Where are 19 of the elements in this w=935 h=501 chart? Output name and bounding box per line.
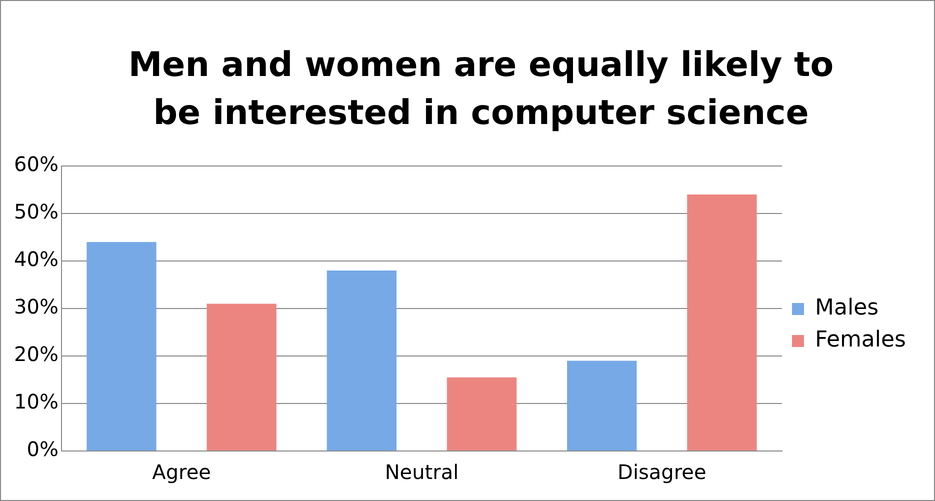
y-tick-label: 10% — [14, 390, 58, 414]
x-tick-label: Disagree — [618, 460, 706, 484]
y-tick-label: 30% — [14, 294, 58, 319]
y-tick-label: 60% — [14, 152, 58, 176]
bar — [446, 377, 517, 450]
bar — [86, 242, 156, 450]
x-tick-label: Neutral — [384, 460, 459, 484]
y-tick-label: 0% — [26, 437, 58, 462]
bar — [687, 194, 757, 450]
y-tick-label: 20% — [14, 342, 58, 366]
legend-label: Females — [814, 328, 906, 353]
legend-label: Males — [814, 296, 879, 321]
chart-title: Men and women are equally likely to be interested in computer science — [127, 44, 835, 135]
bar — [206, 304, 276, 450]
y-tick-label: 50% — [14, 200, 58, 224]
bar — [326, 270, 397, 450]
bar — [567, 360, 637, 450]
x-tick-label: Agree — [152, 460, 211, 484]
y-tick-label: 40% — [14, 247, 58, 272]
